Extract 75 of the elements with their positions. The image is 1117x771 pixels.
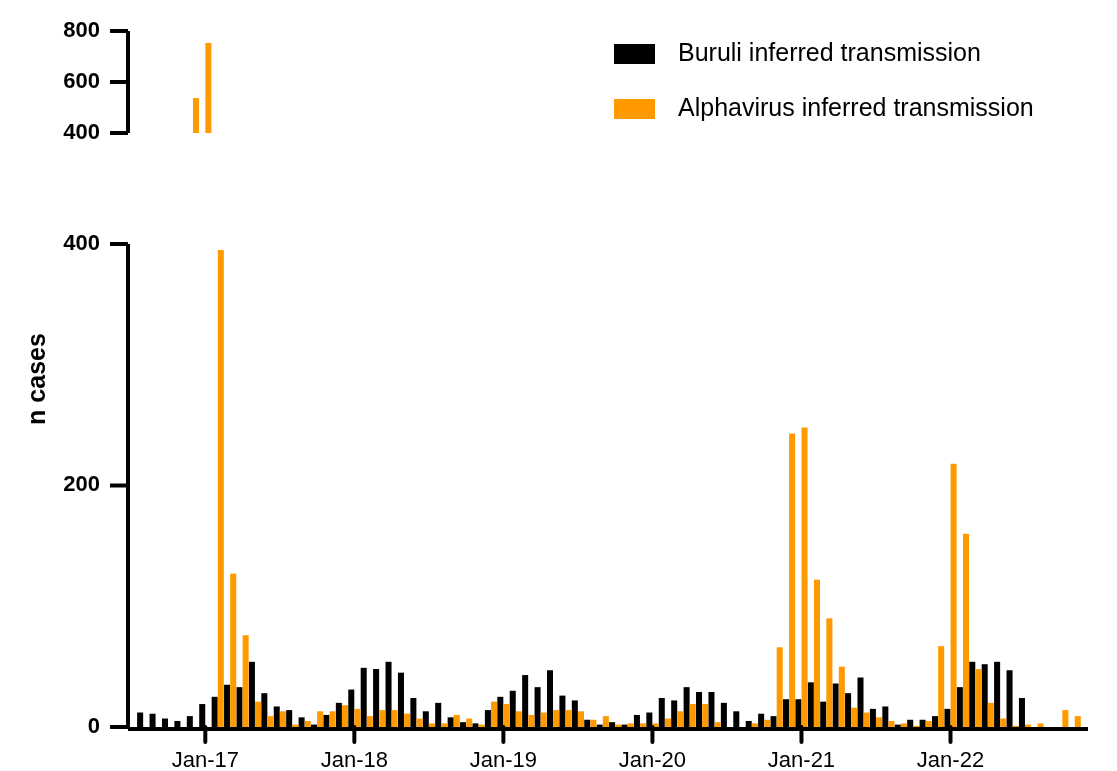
bar bbox=[503, 704, 510, 727]
bar bbox=[925, 720, 932, 727]
bar bbox=[801, 427, 808, 727]
bar bbox=[404, 713, 411, 727]
bar bbox=[813, 579, 820, 727]
bar bbox=[379, 710, 386, 727]
bar bbox=[1000, 718, 1007, 727]
x-tick-label: Jan-20 bbox=[618, 747, 687, 771]
bar bbox=[987, 702, 994, 727]
bar bbox=[764, 719, 771, 727]
x-tick-label: Jan-18 bbox=[320, 747, 388, 771]
bar bbox=[255, 701, 262, 727]
bar bbox=[341, 705, 349, 727]
x-tick-label: Jan-17 bbox=[171, 747, 239, 771]
bar bbox=[515, 711, 522, 727]
bar bbox=[577, 711, 584, 727]
y-tick-label: 600 bbox=[63, 67, 100, 93]
y-axis-title: n cases bbox=[22, 333, 50, 425]
bar bbox=[962, 533, 970, 727]
x-tick-label: Jan-21 bbox=[767, 747, 836, 771]
bar bbox=[416, 718, 423, 727]
bar bbox=[851, 707, 858, 727]
bar bbox=[391, 710, 398, 727]
bar bbox=[366, 716, 373, 727]
bar bbox=[1037, 723, 1044, 727]
bar bbox=[950, 463, 957, 727]
bar bbox=[602, 716, 609, 727]
bar bbox=[876, 717, 883, 727]
bar bbox=[441, 723, 448, 727]
bar bbox=[565, 710, 572, 727]
bar bbox=[1074, 716, 1081, 727]
bar bbox=[702, 704, 709, 727]
bar bbox=[863, 712, 870, 727]
bar bbox=[428, 723, 435, 727]
bar bbox=[304, 720, 311, 727]
y-tick-label: 400 bbox=[63, 229, 100, 255]
bar bbox=[677, 711, 684, 727]
bar bbox=[230, 573, 237, 727]
bar bbox=[826, 618, 833, 727]
bar bbox=[590, 719, 597, 727]
bar bbox=[553, 710, 560, 727]
bar bbox=[627, 723, 634, 727]
bar bbox=[267, 716, 274, 727]
bar bbox=[329, 711, 336, 727]
bar bbox=[279, 711, 286, 727]
bar bbox=[789, 433, 796, 727]
legend-label: Buruli inferred transmission bbox=[678, 37, 981, 66]
bar bbox=[453, 714, 460, 727]
y-tick-label: 400 bbox=[63, 118, 100, 144]
y-tick-label: 800 bbox=[63, 16, 100, 42]
bar bbox=[888, 720, 895, 727]
bar bbox=[689, 704, 696, 727]
bar bbox=[242, 635, 249, 727]
bar bbox=[466, 718, 473, 727]
y-tick-label: 0 bbox=[87, 712, 100, 738]
bar bbox=[640, 723, 647, 727]
bar bbox=[751, 723, 758, 727]
x-tick-label: Jan-22 bbox=[916, 747, 985, 771]
bar bbox=[938, 646, 945, 727]
bar bbox=[900, 723, 907, 727]
bar bbox=[540, 712, 547, 727]
bar bbox=[776, 647, 783, 727]
bar bbox=[217, 250, 224, 727]
bar bbox=[975, 669, 982, 727]
x-tick-label: Jan-19 bbox=[469, 747, 538, 771]
bar bbox=[354, 708, 361, 727]
legend-label: Alphavirus inferred transmission bbox=[678, 92, 1034, 121]
bar bbox=[317, 711, 324, 727]
bar bbox=[714, 722, 721, 727]
bar bbox=[491, 701, 498, 727]
bar bbox=[838, 666, 845, 727]
bar bbox=[528, 714, 535, 727]
y-tick-label: 200 bbox=[63, 471, 100, 497]
bar bbox=[664, 718, 671, 727]
bar bbox=[1062, 710, 1069, 727]
